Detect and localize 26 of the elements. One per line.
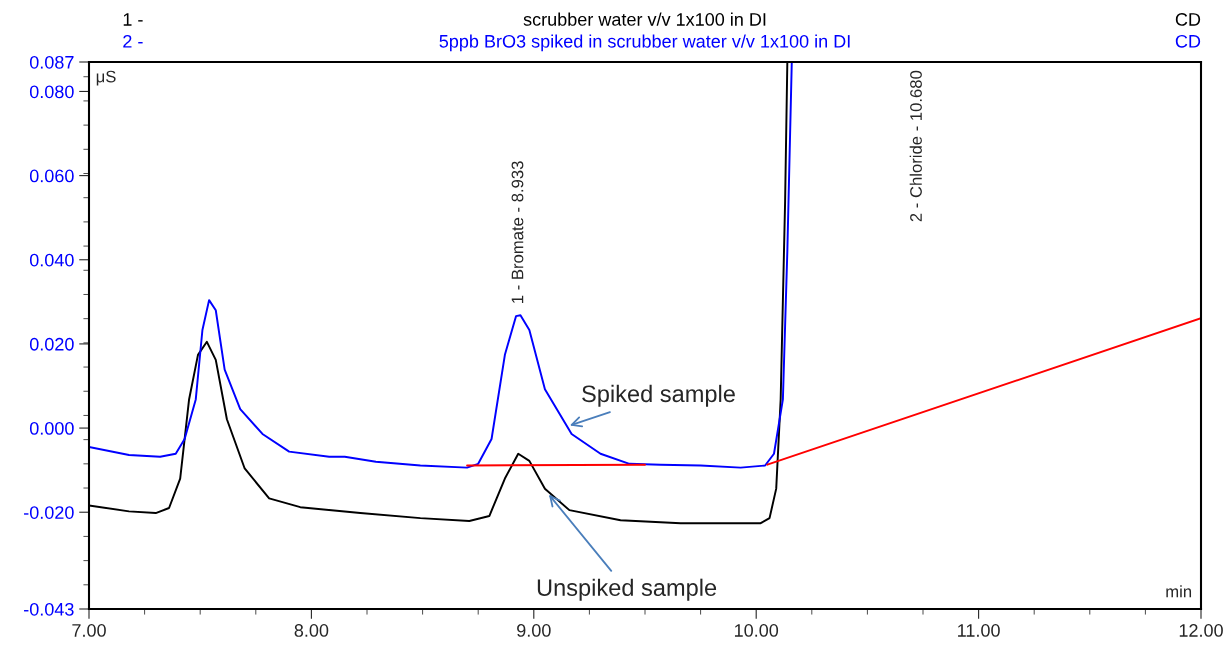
x-tick-label: 11.00 xyxy=(958,624,1000,637)
y-tick-label: 0.080 xyxy=(29,85,74,99)
x-tick-label: 8.00 xyxy=(294,624,329,637)
text: 2 - xyxy=(123,34,143,48)
y-tick-label: -0.043 xyxy=(24,602,74,616)
x-tick-label: 9.00 xyxy=(517,624,551,637)
x-tick-label: 7.00 xyxy=(72,624,106,637)
text: 5ppb BrO3 spiked in scrubber water v/v 1x100 in DI xyxy=(439,34,850,52)
y-axis-title: μS xyxy=(96,70,116,86)
text: CD xyxy=(1175,13,1201,26)
x-tick-label: 12.00 xyxy=(1179,624,1223,637)
y-tick-label: 0.040 xyxy=(29,253,74,267)
y-tick-label: -0.020 xyxy=(24,506,74,519)
y-tick-label: 0.060 xyxy=(29,169,74,183)
annotation: 2 - Chloride - 10.680 xyxy=(909,70,922,222)
annotation: Spiked sample xyxy=(582,384,735,407)
text: 1 - xyxy=(123,13,143,26)
x-tick-label: 10.00 xyxy=(734,624,779,637)
x-axis-title: min xyxy=(1166,585,1192,598)
y-tick-label: 0.087 xyxy=(29,55,74,69)
text: CD xyxy=(1175,34,1201,48)
y-tick-label: 0.020 xyxy=(29,337,74,351)
y-tick-label: 0.000 xyxy=(29,422,74,435)
annotation: Unspiked sample xyxy=(537,578,717,601)
annotation: 1 - Bromate - 8.933 xyxy=(511,161,524,303)
text: scrubber water v/v 1x100 in DI xyxy=(523,12,766,26)
